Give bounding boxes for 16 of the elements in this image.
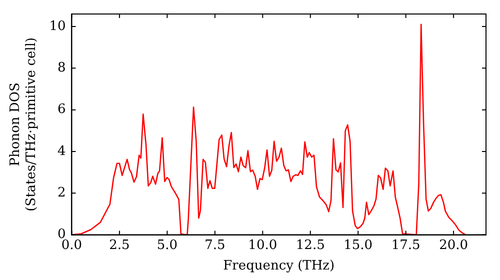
x-tick-label: 0.0 bbox=[61, 238, 82, 253]
x-tick-label: 2.5 bbox=[109, 238, 130, 253]
x-tick-label: 10.0 bbox=[248, 238, 278, 253]
x-tick-label: 5.0 bbox=[156, 238, 178, 253]
y-tick-label: 10 bbox=[49, 18, 66, 34]
y-tick-label: 2 bbox=[57, 186, 66, 201]
y-tick-label: 4 bbox=[57, 144, 66, 159]
y-tick-label: 8 bbox=[57, 60, 66, 76]
x-tick-label: 12.5 bbox=[296, 238, 325, 253]
x-tick-label: 7.5 bbox=[204, 238, 226, 253]
y-tick-label: 6 bbox=[57, 102, 66, 118]
y-axis-title: Phonon DOS (States/THz·primitive cell) bbox=[8, 37, 39, 212]
x-tick-label: 15.0 bbox=[344, 238, 373, 253]
x-tick-label: 20.0 bbox=[439, 238, 468, 253]
x-axis-title: Frequency (THz) bbox=[223, 258, 335, 274]
x-tick-label: 17.5 bbox=[391, 238, 420, 253]
